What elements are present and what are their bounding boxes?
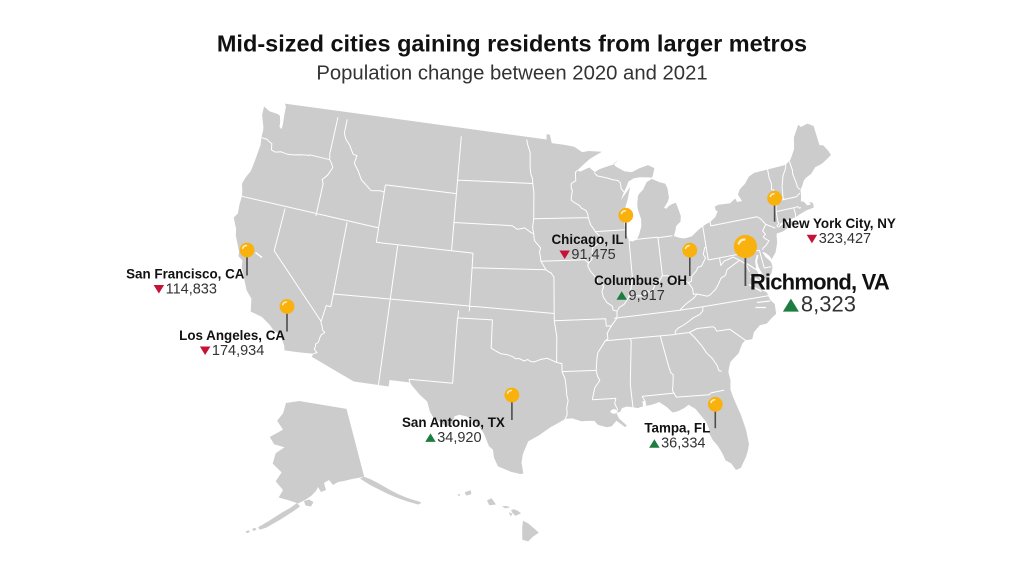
svg-text:Los Angeles, CA: Los Angeles, CA	[179, 328, 285, 343]
svg-text:8,323: 8,323	[801, 292, 856, 317]
svg-text:91,475: 91,475	[571, 247, 615, 263]
svg-text:New York City, NY: New York City, NY	[782, 216, 896, 231]
svg-text:34,920: 34,920	[437, 430, 481, 446]
svg-text:323,427: 323,427	[819, 231, 871, 247]
svg-text:San Antonio, TX: San Antonio, TX	[402, 415, 505, 430]
svg-text:Mid-sized cities gaining resid: Mid-sized cities gaining residents from …	[217, 31, 807, 57]
svg-text:36,334: 36,334	[661, 436, 705, 452]
svg-text:9,917: 9,917	[629, 288, 665, 304]
svg-text:174,934: 174,934	[212, 343, 264, 359]
svg-text:Chicago, IL: Chicago, IL	[552, 232, 624, 247]
svg-text:114,833: 114,833	[166, 282, 217, 298]
svg-text:Population change between 2020: Population change between 2020 and 2021	[316, 63, 707, 85]
svg-text:San Francisco, CA: San Francisco, CA	[126, 267, 245, 282]
svg-text:Columbus, OH: Columbus, OH	[594, 273, 687, 288]
svg-text:Tampa, FL: Tampa, FL	[644, 421, 710, 436]
svg-text:Richmond, VA: Richmond, VA	[750, 269, 890, 294]
